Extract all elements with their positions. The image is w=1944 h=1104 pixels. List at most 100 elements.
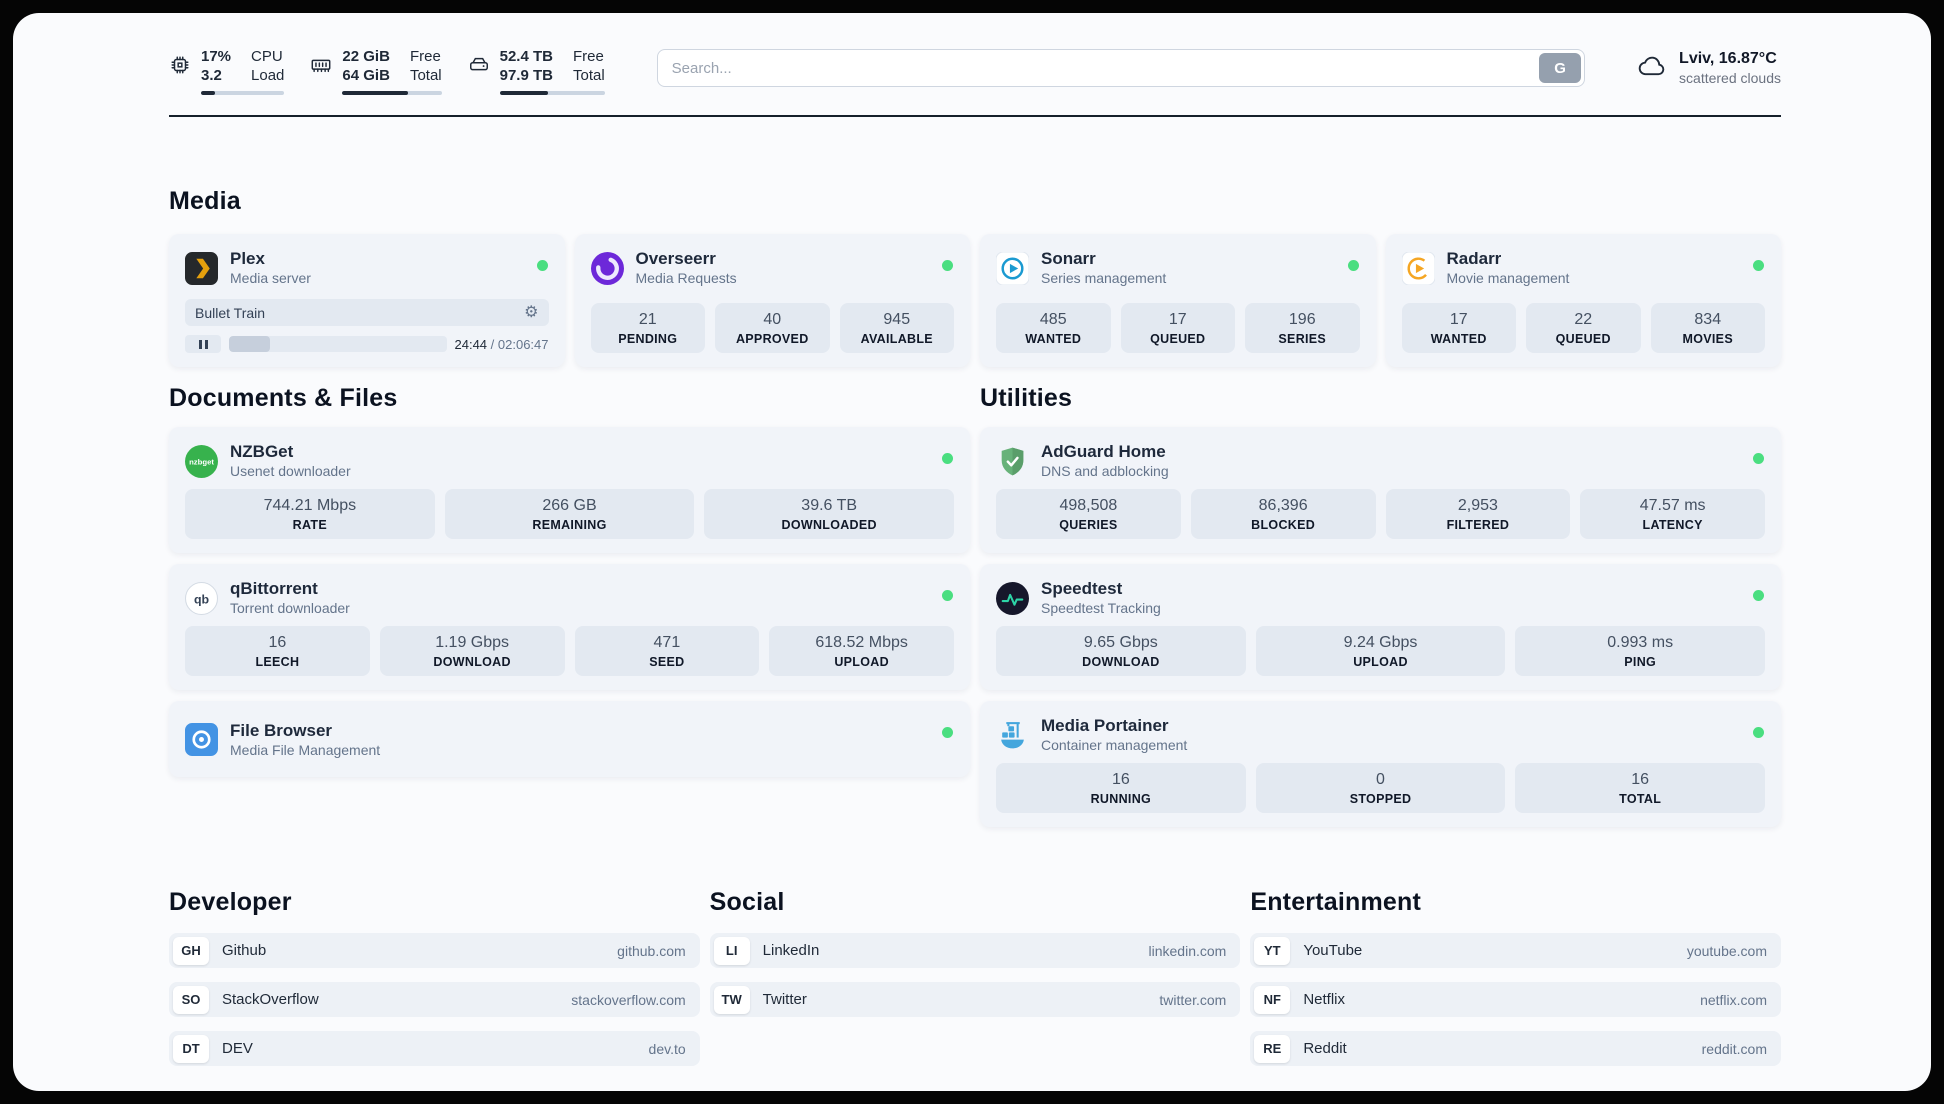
- status-dot: [1347, 260, 1359, 271]
- bookmark-url: linkedin.com: [1148, 942, 1227, 959]
- bookmark-name: Reddit: [1303, 1040, 1347, 1057]
- service-link-portainer[interactable]: Media Portainer Container management: [996, 716, 1765, 754]
- section-title-developer: Developer: [169, 888, 292, 916]
- documents-section: Documents & Files nzbget NZBGet Usenet d…: [169, 383, 970, 827]
- service-link-overseerr[interactable]: Overseerr Media Requests: [590, 249, 955, 287]
- stat-upload: 9.24 Gbps UPLOAD: [1255, 626, 1506, 676]
- service-subtitle: Media server: [230, 270, 311, 286]
- search-bar: G: [656, 49, 1586, 87]
- service-link-qbittorrent[interactable]: qb qBittorrent Torrent downloader: [185, 579, 954, 617]
- stat-latency: 47.57 ms LATENCY: [1580, 489, 1765, 539]
- service-link-speedtest[interactable]: Speedtest Speedtest Tracking: [996, 579, 1765, 617]
- bookmark-abbr: RE: [1254, 1034, 1291, 1063]
- service-link-radarr[interactable]: Radarr Movie management: [1401, 249, 1766, 287]
- stat-series: 196 SERIES: [1245, 303, 1360, 353]
- cpu-progress-bar: [201, 91, 285, 95]
- service-link-filebrowser[interactable]: File Browser Media File Management: [185, 721, 954, 759]
- disk-progress-bar: [499, 91, 605, 95]
- portainer-icon: [996, 719, 1029, 752]
- service-name: Overseerr: [635, 249, 716, 268]
- cloud-icon: [1637, 51, 1667, 86]
- radarr-icon: [1401, 251, 1435, 285]
- pause-button[interactable]: [185, 335, 221, 353]
- stat-approved: 40 APPROVED: [715, 303, 830, 353]
- search-input[interactable]: [656, 49, 1586, 87]
- section-title-media: Media: [169, 187, 241, 215]
- service-link-nzbget[interactable]: nzbget NZBGet Usenet downloader: [185, 442, 954, 480]
- bookmark-url: stackoverflow.com: [571, 991, 686, 1008]
- bookmark-youtube[interactable]: YT YouTube youtube.com: [1250, 933, 1781, 968]
- disk-free-label: Free: [572, 48, 604, 65]
- stat-blocked: 86,396 BLOCKED: [1190, 489, 1376, 539]
- service-card-portainer: Media Portainer Container management 16 …: [980, 701, 1781, 827]
- service-link-sonarr[interactable]: Sonarr Series management: [996, 249, 1360, 287]
- service-link-plex[interactable]: Plex Media server: [185, 249, 549, 287]
- section-title-entertainment: Entertainment: [1250, 888, 1422, 916]
- stat-ping: 0.993 ms PING: [1515, 626, 1766, 676]
- stat-downloaded: 39.6 TB DOWNLOADED: [704, 489, 955, 539]
- bookmark-name: LinkedIn: [762, 942, 820, 959]
- service-link-adguard[interactable]: AdGuard Home DNS and adblocking: [996, 442, 1765, 480]
- bookmark-abbr: TW: [713, 985, 750, 1014]
- service-name: Speedtest: [1041, 579, 1123, 598]
- qbittorrent-icon: qb: [185, 581, 218, 615]
- service-name: Radarr: [1446, 249, 1502, 268]
- service-subtitle: Usenet downloader: [230, 463, 351, 479]
- stat-queries: 498,508 QUERIES: [996, 489, 1181, 539]
- cpu-widget: 17% 3.2 CPU Load: [169, 47, 285, 95]
- stat-pending: 21 PENDING: [590, 303, 705, 353]
- service-subtitle: Media File Management: [230, 741, 381, 758]
- svg-text:qb: qb: [194, 592, 210, 606]
- bookmark-abbr: DT: [173, 1034, 209, 1063]
- cpu-label: CPU: [251, 48, 283, 65]
- bookmark-dev[interactable]: DT DEV dev.to: [169, 1031, 700, 1066]
- bookmark-twitter[interactable]: TW Twitter twitter.com: [709, 982, 1241, 1017]
- bookmark-abbr: GH: [173, 936, 209, 965]
- memory-free-value: 22 GiB: [342, 48, 390, 65]
- disk-widget: 52.4 TB 97.9 TB Free Total: [468, 47, 605, 95]
- adguard-icon: [996, 445, 1029, 478]
- search-engine-button[interactable]: G: [1539, 53, 1582, 83]
- service-card-speedtest: Speedtest Speedtest Tracking 9.65 Gbps D…: [980, 564, 1781, 690]
- stat-total: 16 TOTAL: [1515, 763, 1766, 813]
- overseerr-icon: [590, 251, 624, 285]
- stat-stopped: 0 STOPPED: [1255, 763, 1506, 813]
- service-name: NZBGet: [230, 442, 294, 461]
- bookmark-abbr: NF: [1254, 985, 1291, 1014]
- service-subtitle: Movie management: [1446, 270, 1570, 286]
- stat-leech: 16 LEECH: [185, 626, 370, 676]
- bookmark-group-social: Social LI LinkedIn linkedin.com TW Twitt…: [709, 887, 1241, 1066]
- status-dot: [536, 260, 548, 271]
- stat-seed: 471 SEED: [574, 626, 760, 676]
- section-title-social: Social: [709, 888, 785, 916]
- bookmark-linkedin[interactable]: LI LinkedIn linkedin.com: [709, 933, 1241, 968]
- bookmark-github[interactable]: GH Github github.com: [169, 933, 700, 968]
- bookmark-url: reddit.com: [1701, 1040, 1767, 1057]
- sonarr-icon: [996, 251, 1029, 285]
- stat-download: 1.19 Gbps DOWNLOAD: [379, 626, 565, 676]
- playback-time: 24:44 / 02:06:47: [454, 336, 549, 352]
- dashboard-panel: 17% 3.2 CPU Load: [13, 13, 1931, 1091]
- stat-remaining: 266 GB REMAINING: [444, 489, 695, 539]
- cpu-usage-value: 17%: [201, 48, 232, 65]
- bookmark-netflix[interactable]: NF Netflix netflix.com: [1250, 982, 1781, 1017]
- gear-icon[interactable]: ⚙: [524, 303, 539, 321]
- service-card-adguard: AdGuard Home DNS and adblocking 498,508 …: [980, 427, 1781, 553]
- memory-progress-bar: [342, 91, 442, 95]
- memory-total-value: 64 GiB: [342, 67, 390, 84]
- bookmark-stackoverflow[interactable]: SO StackOverflow stackoverflow.com: [169, 982, 700, 1017]
- header-divider: [169, 115, 1781, 117]
- service-card-radarr: Radarr Movie management 17 WANTED 22 QUE…: [1385, 234, 1781, 367]
- service-subtitle: Torrent downloader: [230, 600, 350, 616]
- stat-queued: 17 QUEUED: [1120, 303, 1235, 353]
- bookmark-name: Netflix: [1303, 991, 1346, 1008]
- status-dot: [1753, 727, 1764, 738]
- seek-bar[interactable]: [229, 336, 447, 352]
- service-card-filebrowser: File Browser Media File Management: [169, 701, 970, 777]
- status-dot: [1753, 590, 1764, 601]
- media-section: Plex Media server Bullet Train ⚙ 24:44 /…: [169, 234, 1781, 367]
- status-dot: [942, 453, 953, 464]
- bookmark-reddit[interactable]: RE Reddit reddit.com: [1250, 1031, 1781, 1066]
- plex-icon: [185, 251, 218, 285]
- service-card-qbittorrent: qb qBittorrent Torrent downloader 16 LEE…: [169, 564, 970, 690]
